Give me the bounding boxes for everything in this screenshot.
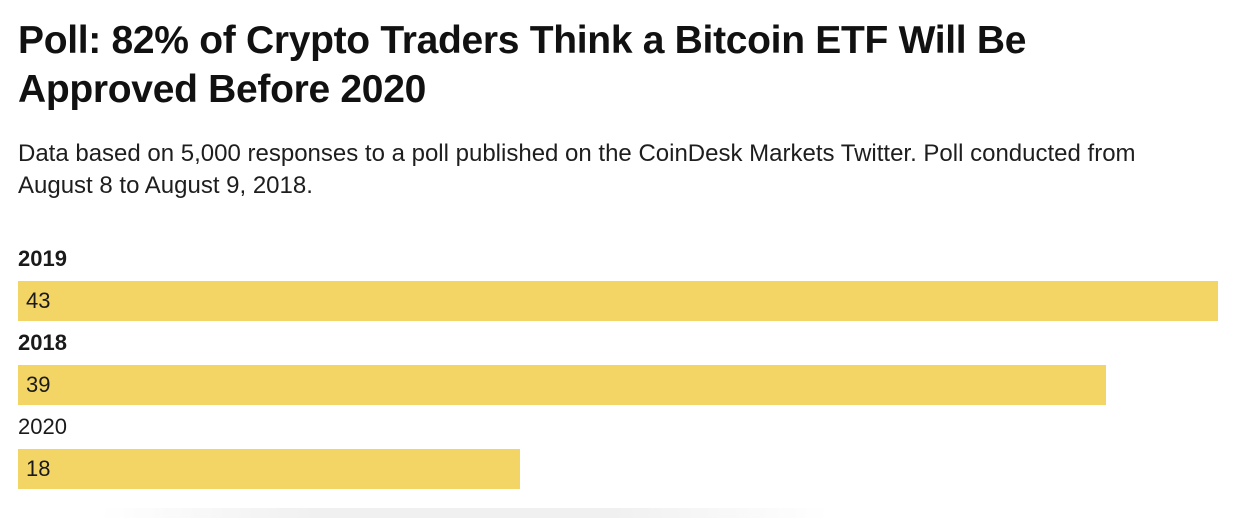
chart-subtitle: Data based on 5,000 responses to a poll … — [18, 140, 1136, 199]
bar-2018: 39 — [18, 365, 1106, 405]
bar-2019: 43 — [18, 281, 1218, 321]
bar-2020: 18 — [18, 449, 520, 489]
bar-value-2019: 43 — [26, 288, 51, 313]
footer-divider — [100, 508, 830, 518]
bar-value-2020: 18 — [26, 456, 51, 481]
chart-title: Poll: 82% of Crypto Traders Think a Bitc… — [18, 19, 1027, 111]
category-label-2018: 2018 — [18, 330, 67, 355]
bar-value-2018: 39 — [26, 372, 51, 397]
category-label-2019: 2019 — [18, 246, 67, 271]
category-label-2020: 2020 — [18, 414, 67, 439]
